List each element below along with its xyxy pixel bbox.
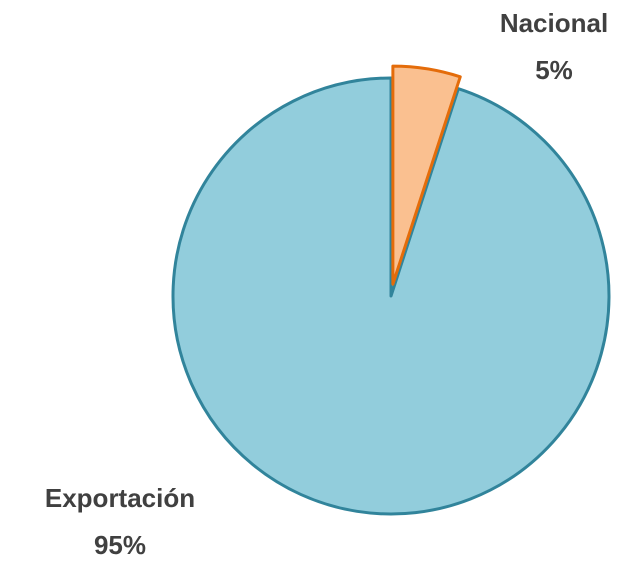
pie-slice xyxy=(391,64,462,286)
slice-value-label: 95% xyxy=(94,530,146,560)
slice-label: Nacional xyxy=(500,8,608,38)
slice-value-label: 5% xyxy=(535,55,573,85)
slice-label: Exportación xyxy=(45,483,195,513)
pie-slice xyxy=(171,76,611,516)
